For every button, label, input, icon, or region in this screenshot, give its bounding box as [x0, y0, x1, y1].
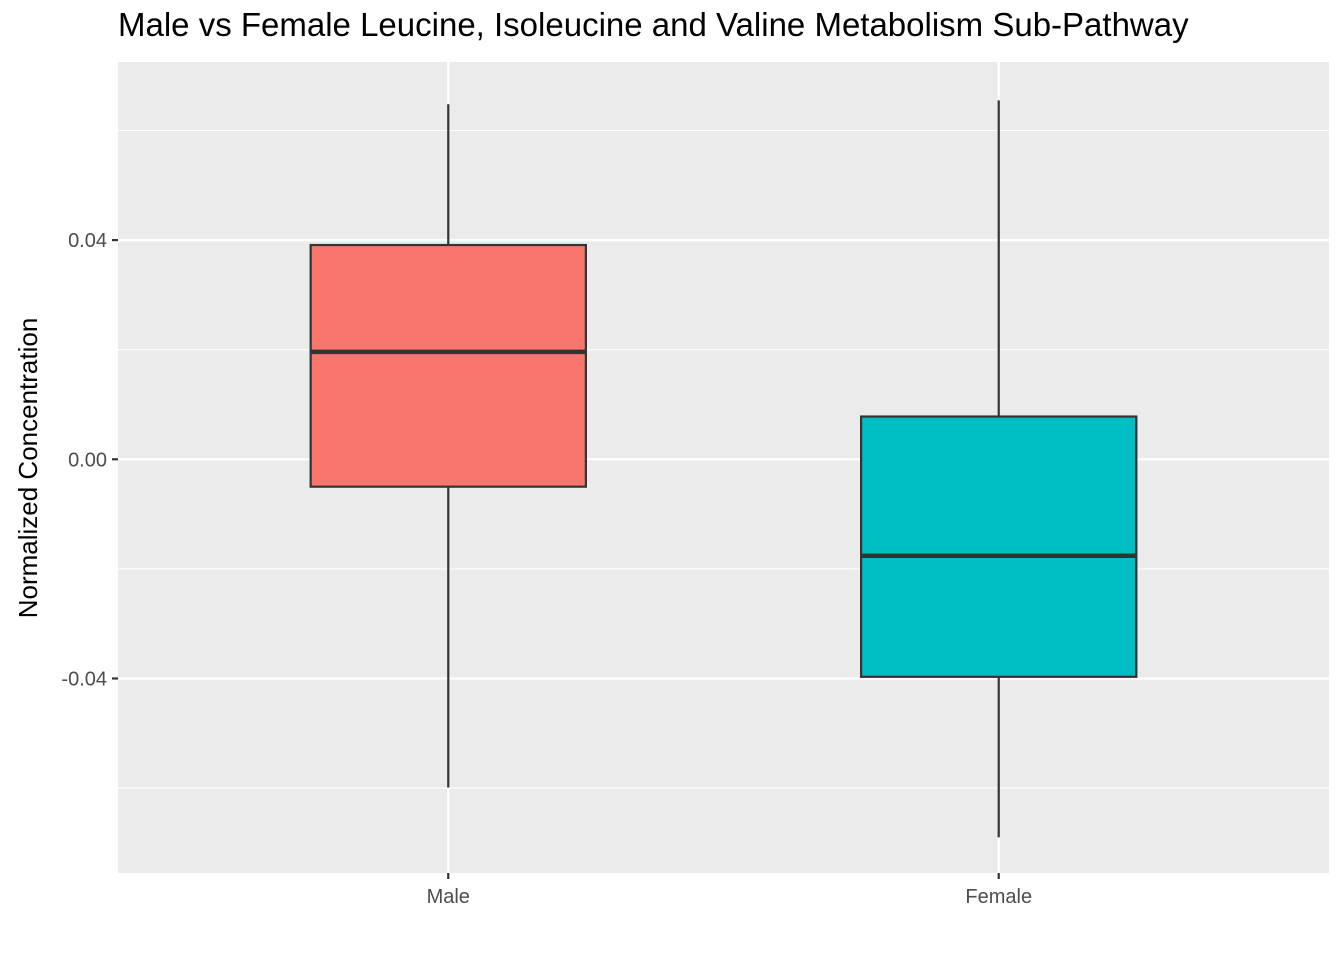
male-box: [309, 243, 587, 488]
chart-title: Male vs Female Leucine, Isoleucine and V…: [118, 6, 1189, 43]
y-tick-label: -0.04: [61, 668, 107, 690]
box-layer: [309, 100, 1138, 838]
y-tick-label: 0.00: [68, 449, 107, 471]
axis-layer: 0.04 0.00 -0.04 Male Female: [61, 230, 1032, 908]
x-tick-label: Male: [427, 886, 470, 908]
female-box: [860, 415, 1138, 678]
plot-panel: [118, 62, 1329, 873]
y-tick-label: 0.04: [68, 230, 107, 252]
x-tick-label: Female: [965, 886, 1032, 908]
y-axis-title: Normalized Concentration: [13, 318, 43, 619]
